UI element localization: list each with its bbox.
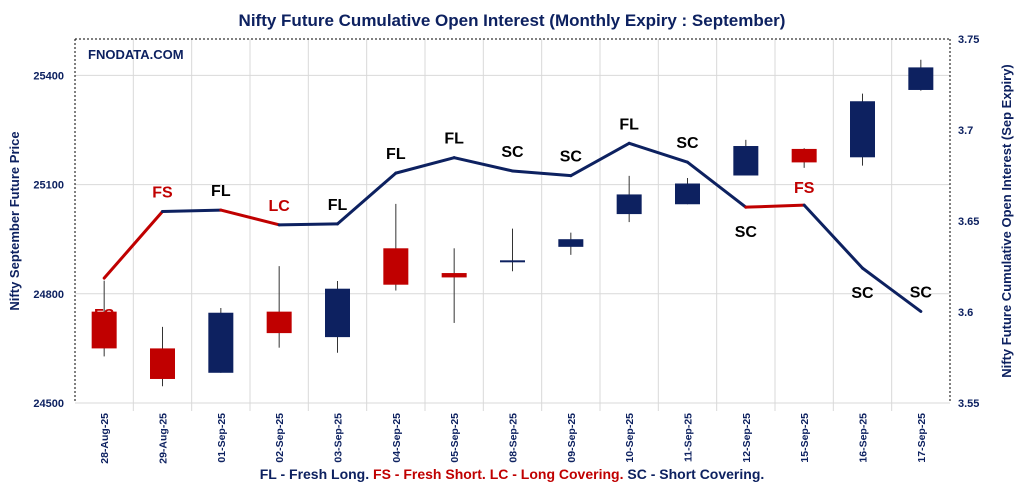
candle-body — [91, 311, 117, 349]
candle-body — [383, 248, 409, 285]
x-tick-label: 17-Sep-25 — [916, 413, 928, 463]
y-right-tick-label: 3.7 — [958, 125, 973, 137]
oi-line-segment — [802, 203, 864, 270]
y-right-tick-label: 3.75 — [958, 34, 979, 46]
y-left-tick-label: 25100 — [33, 180, 64, 192]
oi-line-segment — [511, 169, 573, 178]
x-tick-label: 03-Sep-25 — [333, 413, 345, 463]
oi-point — [278, 223, 281, 226]
x-tick-label: 28-Aug-25 — [99, 413, 111, 464]
candle-body — [500, 260, 525, 263]
y-right-tick-label: 3.65 — [958, 216, 979, 228]
y-axis-left-label: Nifty September Future Price — [7, 131, 22, 310]
candle-body — [908, 67, 934, 90]
annotation-label: FL — [211, 183, 231, 200]
oi-line-segment — [861, 266, 923, 313]
y-right-tick-label: 3.6 — [958, 307, 973, 319]
annotation-label: FL — [619, 116, 639, 133]
annotation-label: FL — [444, 131, 464, 148]
oi-line-segment — [102, 210, 164, 280]
candle-body — [791, 148, 817, 163]
watermark: FNODATA.COM — [88, 47, 184, 62]
annotation-label: FL — [328, 197, 348, 214]
candle-body — [208, 312, 234, 373]
oi-point — [569, 174, 572, 177]
legend: FL - Fresh Long. FS - Fresh Short. LC - … — [0, 466, 1024, 482]
x-tick-label: 10-Sep-25 — [624, 413, 636, 463]
x-tick-label: 08-Sep-25 — [508, 413, 520, 463]
oi-line-segment — [161, 208, 223, 214]
oi-point — [103, 277, 106, 280]
chart: Nifty Future Cumulative Open Interest (M… — [7, 11, 1014, 464]
oi-line-segment — [219, 208, 281, 227]
chart-title: Nifty Future Cumulative Open Interest (M… — [239, 11, 786, 30]
y-axis-right-label: Nifty Future Cumulative Open Interest (S… — [999, 64, 1014, 378]
oi-line-segment — [452, 156, 514, 173]
annotation-label: FL — [386, 146, 406, 163]
candle-body — [150, 348, 175, 379]
candle-body — [325, 288, 350, 338]
candle-body — [266, 311, 292, 334]
y-left-tick-label: 24800 — [33, 289, 64, 301]
oi-point — [394, 172, 397, 175]
candle-body — [616, 194, 642, 215]
oi-point — [219, 209, 222, 212]
oi-point — [453, 156, 456, 159]
oi-line-segment — [569, 141, 631, 178]
x-tick-label: 11-Sep-25 — [683, 413, 695, 462]
annotation-label: SC — [851, 285, 874, 302]
oi-point — [919, 310, 922, 313]
marks: FSFSFLLCFLFLFLSCSCFLSCSCFSSCSC — [91, 59, 934, 387]
oi-line-segment — [394, 156, 456, 175]
y-right-tick-label: 3.55 — [958, 398, 979, 410]
annotation-label: SC — [735, 224, 758, 241]
candle-body — [675, 183, 700, 205]
annotation-label: FS — [152, 185, 173, 202]
annotation-label: SC — [560, 149, 583, 166]
legend-sc: SC - Short Covering. — [627, 466, 765, 482]
annotation-label: LC — [269, 198, 291, 215]
oi-point — [803, 204, 806, 207]
oi-line-segment — [686, 160, 748, 209]
x-tick-label: 09-Sep-25 — [566, 413, 578, 463]
annotation-label: SC — [501, 144, 524, 161]
x-tick-label: 04-Sep-25 — [391, 413, 403, 463]
annotation-label: FS — [794, 180, 815, 197]
legend-fs-lc: FS - Fresh Short. LC - Long Covering. — [373, 466, 624, 482]
oi-point — [511, 169, 514, 172]
oi-line-segment — [627, 141, 689, 164]
oi-line-segment — [277, 222, 339, 227]
annotation-label: SC — [910, 284, 933, 301]
x-tick-label: 05-Sep-25 — [449, 413, 461, 463]
y-left-tick-label: 25400 — [33, 70, 64, 82]
oi-line-segment — [744, 203, 806, 209]
oi-point — [861, 267, 864, 270]
y-left-tick-label: 24500 — [33, 398, 64, 410]
legend-fl: FL - Fresh Long. — [259, 466, 370, 482]
oi-line-segment — [336, 171, 398, 226]
grid: 24500 24800 25100 25400 3.55 3.6 3.65 3.7 3.75 28… — [33, 34, 979, 464]
candle-body — [558, 239, 584, 247]
oi-point — [628, 142, 631, 145]
x-tick-label: 12-Sep-25 — [741, 413, 753, 463]
annotation-label: SC — [676, 135, 699, 152]
oi-point — [744, 206, 747, 209]
oi-point — [686, 161, 689, 164]
oi-point — [161, 210, 164, 213]
candle-body — [441, 273, 467, 278]
x-tick-label: 15-Sep-25 — [799, 413, 811, 463]
candle-body — [850, 101, 875, 158]
oi-point — [336, 222, 339, 225]
x-tick-label: 02-Sep-25 — [274, 413, 286, 463]
x-tick-label: 16-Sep-25 — [858, 413, 870, 463]
candle-body — [733, 146, 759, 176]
x-tick-label: 29-Aug-25 — [158, 413, 170, 464]
x-tick-label: 01-Sep-25 — [216, 413, 228, 463]
